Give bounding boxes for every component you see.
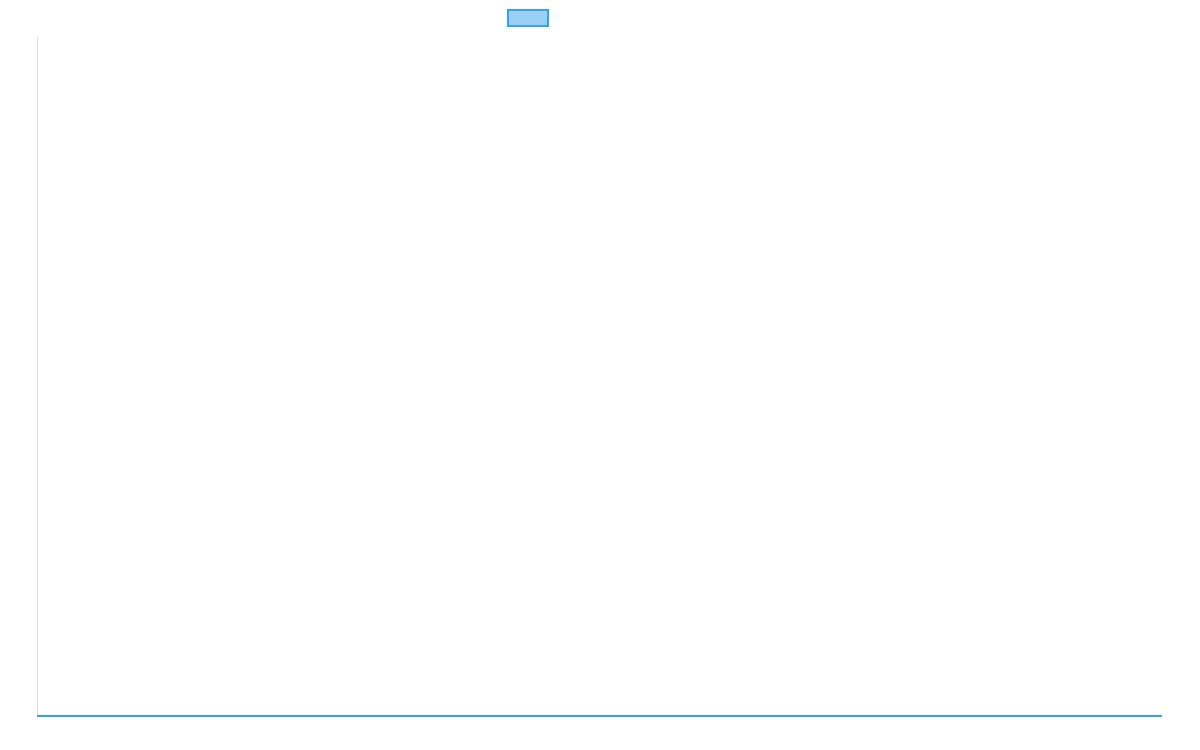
legend	[507, 9, 555, 27]
legend-swatch[interactable]	[507, 9, 549, 27]
